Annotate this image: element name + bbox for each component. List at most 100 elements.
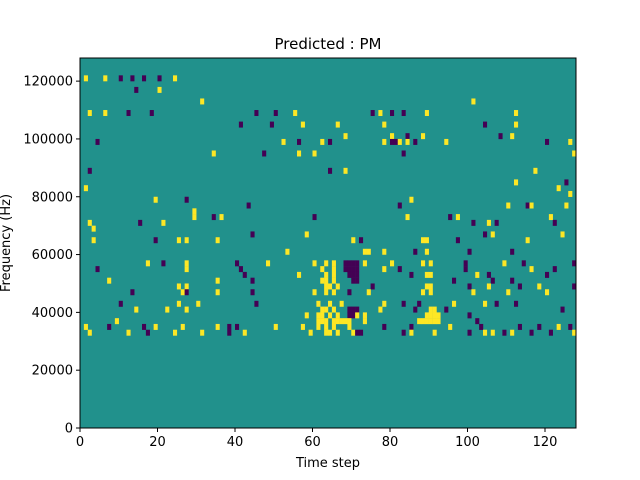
heatmap-cell [335, 329, 340, 336]
heatmap-cell [95, 138, 100, 145]
heatmap-cell [161, 219, 166, 226]
heatmap-cell [316, 312, 321, 319]
heatmap-cell [382, 300, 387, 307]
heatmap-cell [378, 306, 383, 313]
heatmap-cell [250, 231, 255, 238]
heatmap-cell [448, 214, 453, 221]
heatmap-cell [413, 248, 418, 255]
heatmap-cell [254, 110, 259, 117]
heatmap-cell [227, 323, 232, 330]
heatmap-cell [417, 300, 422, 307]
heatmap-cell [300, 121, 305, 128]
heatmap-cell [87, 219, 92, 226]
heatmap-cell [401, 150, 406, 157]
heatmap-cell [176, 283, 181, 290]
heatmap-cell [242, 271, 247, 278]
heatmap-cell [397, 202, 402, 209]
heatmap-cell [409, 271, 414, 278]
heatmap-cell [533, 167, 538, 174]
heatmap-cell [355, 312, 360, 319]
plot-frame [79, 57, 577, 429]
heatmap-cell [312, 214, 317, 221]
heatmap-cell [331, 277, 336, 284]
heatmap-cell [134, 306, 139, 313]
heatmap-cell [510, 329, 515, 336]
heatmap-cell [219, 214, 224, 221]
heatmap-cell [467, 248, 472, 255]
heatmap-cell [490, 231, 495, 238]
heatmap-cell [304, 312, 309, 319]
heatmap-cell [262, 150, 267, 157]
heatmap-cell [293, 110, 298, 117]
heatmap-cell [424, 237, 429, 244]
heatmap-cell [184, 283, 189, 290]
heatmap-background [80, 58, 576, 428]
heatmap-cell [297, 150, 302, 157]
heatmap-cell [529, 266, 534, 273]
heatmap-cell [180, 323, 185, 330]
plot-area [79, 57, 577, 429]
heatmap-cell [83, 185, 88, 192]
heatmap-cell [126, 110, 131, 117]
heatmap-cell [324, 260, 329, 267]
heatmap-cell [424, 110, 429, 117]
heatmap-cell [250, 277, 255, 284]
heatmap-cells [83, 75, 577, 336]
heatmap-cell [483, 121, 488, 128]
heatmap-cell [432, 306, 437, 313]
heatmap-cell [370, 110, 375, 117]
heatmap-cell [506, 202, 511, 209]
heatmap-cell [87, 329, 92, 336]
heatmap-cell [393, 138, 398, 145]
heatmap-cell [200, 98, 205, 105]
heatmap-cell [355, 306, 360, 313]
heatmap-cell [184, 266, 189, 273]
heatmap-cell [428, 260, 433, 267]
heatmap-cell [343, 266, 348, 273]
heatmap-cell [347, 323, 352, 330]
heatmap-cell [184, 260, 189, 267]
heatmap-cell [328, 329, 333, 336]
heatmap-cell [401, 110, 406, 117]
heatmap-cell [238, 121, 243, 128]
heatmap-cell [192, 208, 197, 215]
heatmap-cell [285, 248, 290, 255]
heatmap-cell [517, 323, 522, 330]
heatmap-cell [254, 300, 259, 307]
heatmap-cell [165, 306, 170, 313]
heatmap-cell [126, 329, 131, 336]
heatmap-cell [413, 138, 418, 145]
heatmap-cell [436, 318, 441, 325]
heatmap-cell [421, 289, 426, 296]
heatmap-cell [335, 318, 340, 325]
heatmap-cell [339, 318, 344, 325]
heatmap-cell [502, 329, 507, 336]
heatmap-cell [397, 266, 402, 273]
heatmap-cell [107, 323, 112, 330]
heatmap-cell [494, 300, 499, 307]
heatmap-cell [490, 329, 495, 336]
heatmap-cell [351, 329, 356, 336]
heatmap-cell [452, 300, 457, 307]
x-tick-label: 120 [533, 435, 558, 450]
heatmap-cell [432, 318, 437, 325]
heatmap-cell [328, 138, 333, 145]
heatmap-cell [428, 312, 433, 319]
heatmap-cell [87, 110, 92, 117]
heatmap-cell [347, 318, 352, 325]
heatmap-cell [471, 289, 476, 296]
heatmap-cell [455, 237, 460, 244]
heatmap-cell [103, 75, 108, 82]
heatmap-cell [331, 323, 336, 330]
heatmap-cell [560, 231, 565, 238]
heatmap-cell [184, 237, 189, 244]
heatmap-cell [556, 323, 561, 330]
y-tick-label: 120000 [23, 75, 73, 90]
heatmap-cell [413, 306, 418, 313]
heatmap-cell [486, 271, 491, 278]
heatmap-cell [355, 277, 360, 284]
heatmap-cell [572, 150, 577, 157]
heatmap-cell [297, 138, 302, 145]
heatmap-cell [227, 329, 232, 336]
heatmap-cell [324, 323, 329, 330]
